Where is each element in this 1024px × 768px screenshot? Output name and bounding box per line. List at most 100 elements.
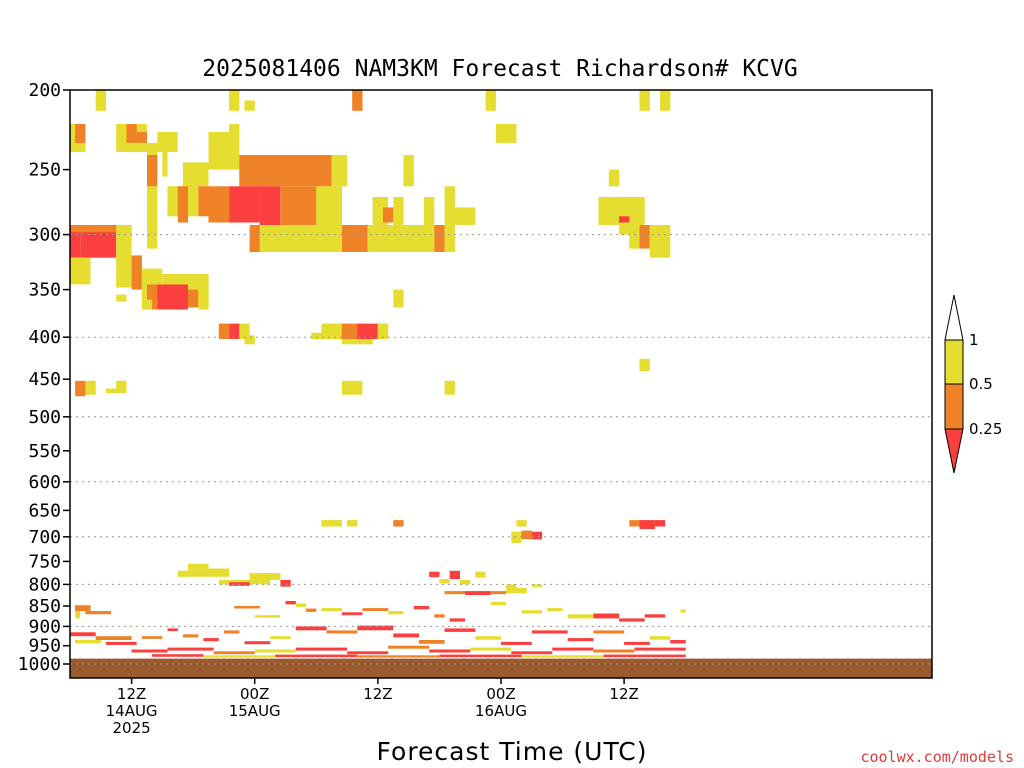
legend-label-0-25: 0.25 — [969, 420, 1002, 438]
ri-cell — [188, 563, 209, 571]
ri-cell — [465, 591, 491, 595]
ri-cell — [490, 591, 507, 595]
ri-cell — [495, 124, 517, 143]
ri-cell — [188, 289, 199, 308]
ri-cell — [434, 225, 445, 252]
ri-cell — [167, 628, 178, 632]
ri-cell — [131, 255, 142, 290]
ri-cell — [213, 651, 255, 655]
ri-cell — [116, 124, 127, 152]
ri-cell — [105, 641, 137, 645]
ri-cell — [619, 618, 645, 622]
ri-cell — [444, 628, 476, 632]
ri-cell — [362, 608, 389, 611]
ri-cell — [249, 225, 260, 252]
ri-cell — [341, 339, 373, 345]
ri-cell — [434, 614, 445, 618]
ri-cell — [567, 614, 594, 619]
ri-cell — [239, 155, 332, 187]
ri-cell — [341, 323, 363, 339]
ri-cell — [259, 186, 281, 225]
ri-cell — [147, 186, 158, 249]
ri-cell — [619, 216, 630, 223]
ri-cell — [501, 641, 532, 645]
ri-cell — [377, 323, 389, 339]
ri-cell — [516, 520, 527, 527]
ri-cell — [460, 579, 471, 585]
credit-text: coolwx.com/models — [860, 748, 1014, 766]
ri-cell — [531, 630, 568, 634]
ri-cell — [295, 647, 348, 651]
x-tick-label-0-2: 2025 — [113, 719, 151, 737]
ri-cell — [341, 380, 363, 395]
ri-cell — [531, 584, 543, 588]
y-tick-label-550: 550 — [28, 441, 61, 462]
ri-cell — [280, 186, 317, 225]
ri-cell — [95, 636, 132, 640]
y-tick-label-400: 400 — [28, 327, 61, 348]
ri-cell — [75, 124, 86, 143]
ri-cell — [639, 225, 650, 249]
ri-cell — [223, 630, 240, 634]
ri-cell — [424, 197, 435, 225]
ri-cell — [152, 654, 204, 657]
ri-cell — [639, 90, 650, 111]
ri-cell — [70, 257, 91, 285]
ri-cell — [244, 100, 255, 111]
ri-cell — [393, 197, 404, 225]
ri-cell — [182, 634, 199, 638]
ri-cell — [341, 612, 363, 616]
ri-cell — [357, 625, 394, 631]
x-axis-label: Forecast Time (UTC) — [377, 737, 648, 766]
ri-cell — [521, 610, 542, 614]
y-tick-label-1000: 1000 — [18, 654, 61, 675]
ri-cell — [388, 611, 404, 615]
ri-cell — [70, 225, 81, 258]
ri-cell — [593, 630, 625, 634]
ri-cell — [444, 380, 455, 395]
y-tick-label-900: 900 — [28, 616, 61, 637]
ri-cell — [70, 632, 96, 637]
ri-cell — [229, 124, 240, 170]
ri-cell — [603, 654, 686, 658]
ri-cell — [629, 520, 640, 527]
x-tick-label-1-0: 00Z — [240, 685, 269, 703]
ri-cell — [75, 611, 81, 619]
legend-yellow — [944, 339, 964, 385]
ri-cell — [475, 571, 486, 578]
ri-cell — [367, 225, 435, 252]
x-tick-label-0-0: 12Z — [117, 685, 146, 703]
y-tick-label-950: 950 — [28, 636, 61, 657]
ri-cell — [593, 613, 620, 619]
ri-cell — [141, 636, 163, 639]
ri-cell — [259, 225, 342, 252]
ri-cell — [403, 155, 414, 187]
ri-cell — [347, 520, 358, 527]
legend-label-0-5: 0.5 — [969, 375, 993, 393]
ri-cell — [249, 573, 281, 580]
ri-cell — [188, 186, 199, 217]
ri-cell — [136, 132, 147, 143]
x-tick-label-2-0: 12Z — [363, 685, 392, 703]
ri-cell — [567, 638, 594, 642]
ri-cell — [608, 169, 620, 187]
ri-cell — [326, 630, 358, 634]
ground-layer — [70, 658, 932, 678]
chart-title: 2025081406 NAM3KM Forecast Richardson# K… — [202, 56, 797, 82]
ri-cell — [218, 323, 230, 339]
ri-cell — [531, 531, 543, 540]
ri-cell — [624, 641, 650, 645]
ri-cell — [162, 152, 168, 177]
ri-cell — [670, 640, 686, 644]
ri-cell — [157, 284, 188, 310]
y-tick-label-300: 300 — [28, 225, 61, 246]
ri-cell — [552, 647, 594, 651]
ri-cell — [321, 520, 342, 527]
ri-cell — [331, 155, 348, 187]
ri-cell — [75, 380, 86, 397]
ri-cell — [244, 641, 271, 645]
ri-cell — [177, 570, 209, 577]
ri-cell — [295, 603, 307, 607]
y-axis: 200 250 300 350 400 450 500 550 600 650 700 7508008… — [18, 80, 70, 675]
